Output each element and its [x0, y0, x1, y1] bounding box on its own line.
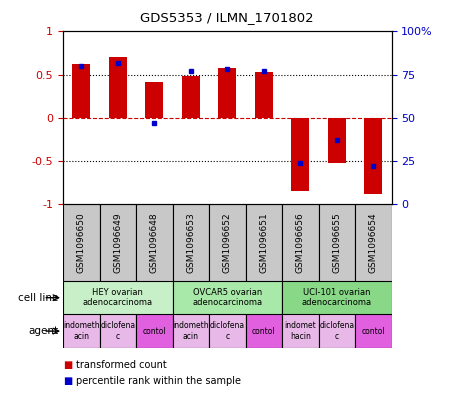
Bar — [172, 204, 209, 281]
Text: GSM1096655: GSM1096655 — [332, 212, 341, 273]
Bar — [364, 118, 382, 194]
Text: agent: agent — [28, 326, 58, 336]
Bar — [282, 314, 319, 348]
Text: diclofena
c: diclofena c — [100, 321, 135, 341]
Text: ■: ■ — [63, 376, 72, 386]
Text: contol: contol — [252, 327, 275, 336]
Bar — [209, 314, 246, 348]
Text: UCI-101 ovarian
adenocarcinoma: UCI-101 ovarian adenocarcinoma — [302, 288, 372, 307]
Text: transformed count: transformed count — [76, 360, 167, 371]
Text: contol: contol — [361, 327, 385, 336]
Bar — [145, 82, 163, 118]
Bar — [209, 204, 246, 281]
Bar — [319, 204, 355, 281]
Text: OVCAR5 ovarian
adenocarcinoma: OVCAR5 ovarian adenocarcinoma — [192, 288, 262, 307]
Bar — [255, 72, 273, 118]
Text: HEY ovarian
adenocarcinoma: HEY ovarian adenocarcinoma — [83, 288, 153, 307]
Bar — [63, 281, 172, 314]
Bar — [172, 281, 282, 314]
Bar — [99, 314, 136, 348]
Text: indometh
acin: indometh acin — [172, 321, 209, 341]
Text: GSM1096656: GSM1096656 — [296, 212, 305, 273]
Bar — [63, 314, 99, 348]
Text: GSM1096653: GSM1096653 — [186, 212, 195, 273]
Text: indomet
hacin: indomet hacin — [284, 321, 316, 341]
Text: diclofena
c: diclofena c — [319, 321, 354, 341]
Text: cell line: cell line — [18, 293, 58, 303]
Text: GSM1096652: GSM1096652 — [223, 212, 232, 273]
Bar — [63, 204, 99, 281]
Text: ■: ■ — [63, 360, 72, 371]
Bar — [282, 204, 319, 281]
Bar — [99, 204, 136, 281]
Text: GSM1096654: GSM1096654 — [369, 212, 378, 273]
Bar — [246, 314, 282, 348]
Text: GSM1096651: GSM1096651 — [259, 212, 268, 273]
Bar — [246, 204, 282, 281]
Text: GDS5353 / ILMN_1701802: GDS5353 / ILMN_1701802 — [140, 11, 314, 24]
Text: indometh
acin: indometh acin — [63, 321, 99, 341]
Bar — [291, 118, 310, 191]
Bar — [136, 204, 172, 281]
Text: percentile rank within the sample: percentile rank within the sample — [76, 376, 242, 386]
Bar — [319, 314, 355, 348]
Bar — [72, 64, 90, 118]
Bar — [218, 68, 236, 118]
Text: GSM1096648: GSM1096648 — [150, 212, 159, 273]
Text: GSM1096650: GSM1096650 — [77, 212, 86, 273]
Bar — [182, 76, 200, 118]
Bar — [328, 118, 346, 163]
Bar — [108, 57, 127, 118]
Text: diclofena
c: diclofena c — [210, 321, 245, 341]
Bar — [136, 314, 172, 348]
Bar — [355, 204, 392, 281]
Bar — [172, 314, 209, 348]
Bar — [282, 281, 392, 314]
Text: GSM1096649: GSM1096649 — [113, 212, 122, 273]
Bar — [355, 314, 392, 348]
Text: contol: contol — [143, 327, 166, 336]
